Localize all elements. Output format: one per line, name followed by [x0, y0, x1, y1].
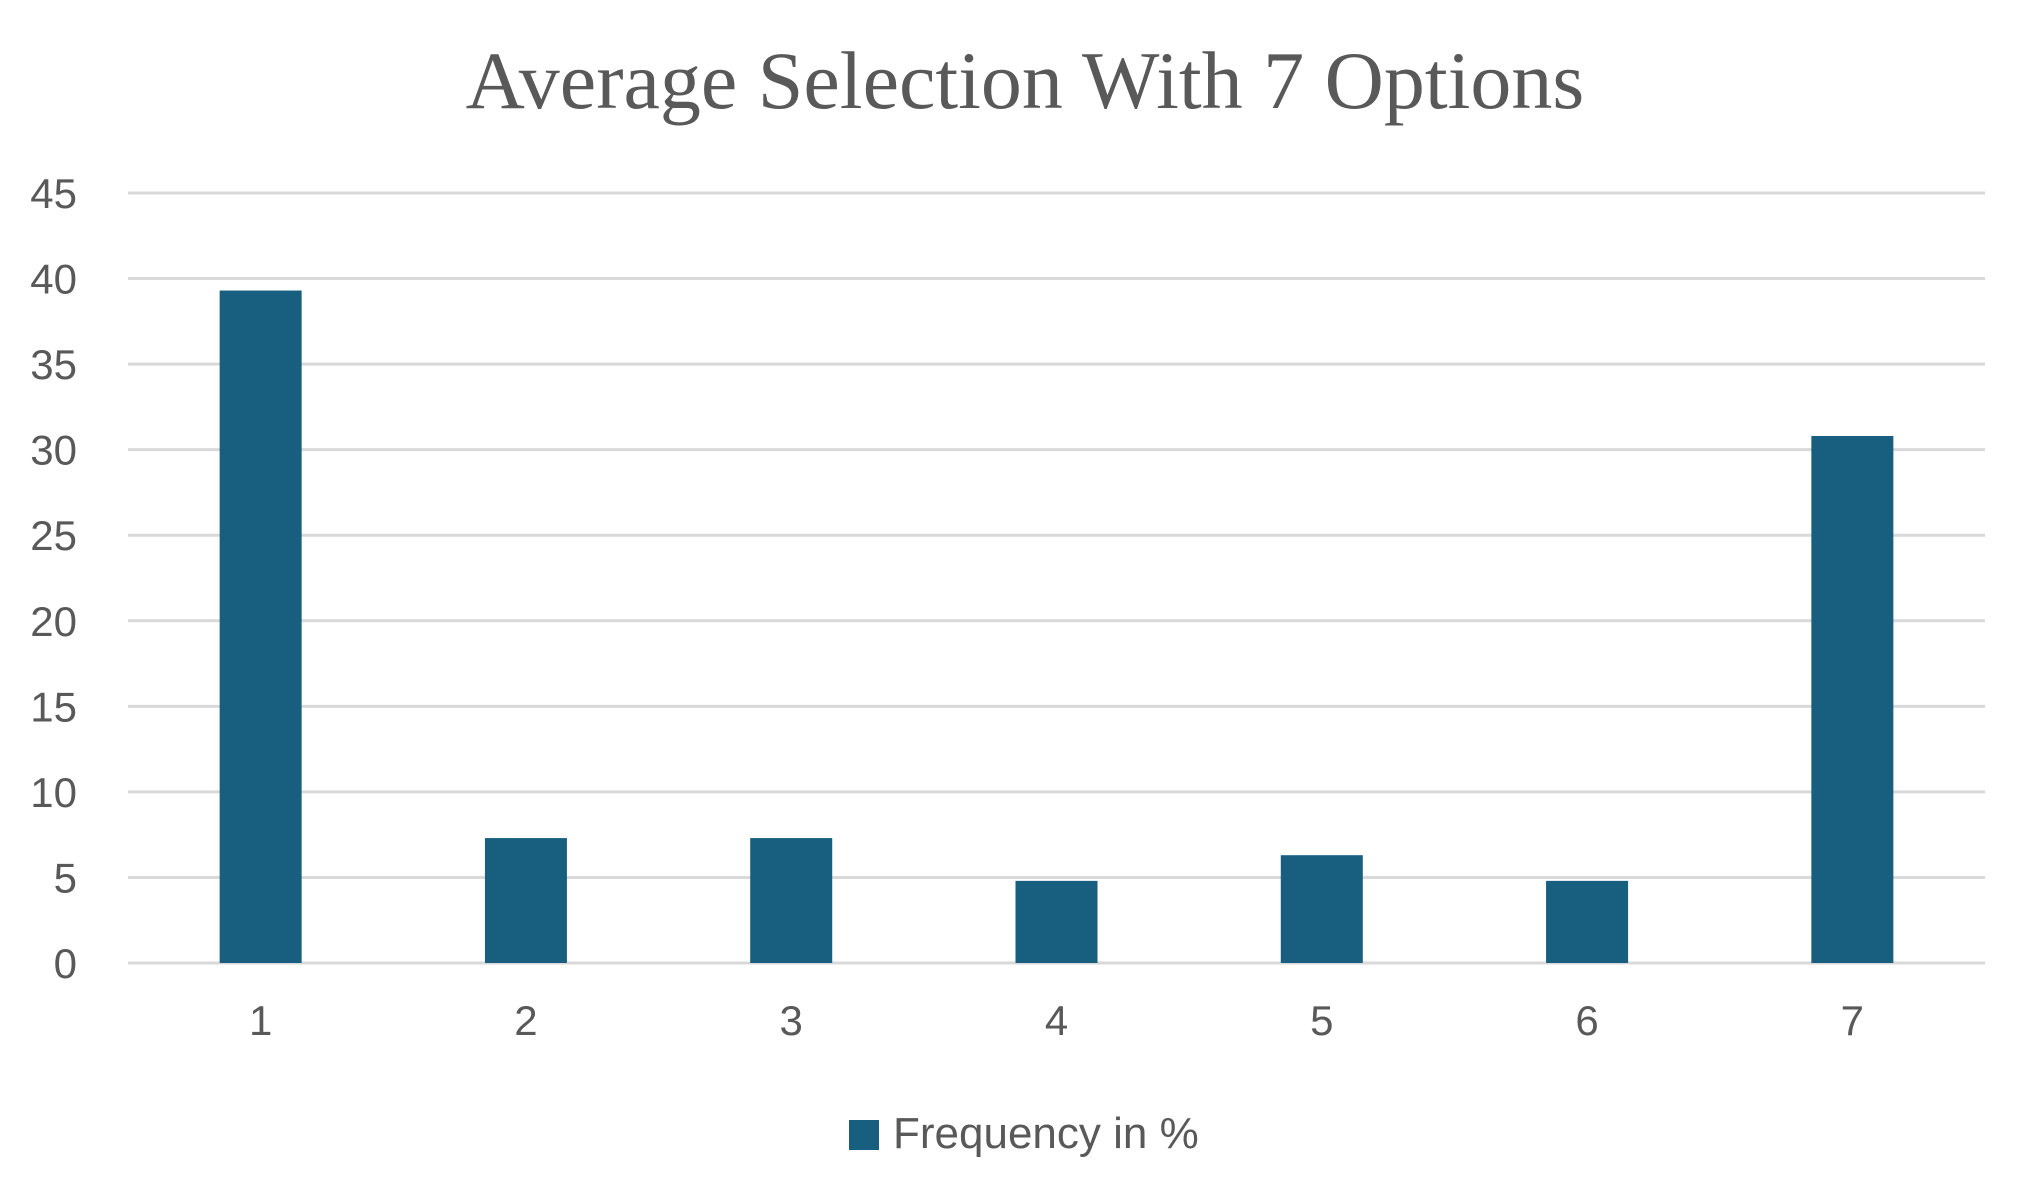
y-tick-label: 15 — [30, 683, 77, 730]
legend-label: Frequency in % — [893, 1109, 1199, 1158]
y-tick-label: 40 — [30, 256, 77, 303]
x-tick-label: 2 — [514, 997, 537, 1044]
x-tick-label: 3 — [780, 997, 803, 1044]
bar-7 — [1811, 435, 1894, 963]
bar-4 — [1015, 880, 1098, 963]
x-tick-label: 4 — [1045, 997, 1068, 1044]
y-tick-label: 25 — [30, 512, 77, 559]
legend-swatch — [849, 1120, 879, 1150]
x-axis-tick-labels: 1 2 3 4 5 6 7 — [249, 997, 1864, 1044]
bar-2 — [484, 838, 567, 963]
bar-6 — [1546, 880, 1629, 963]
y-axis-tick-labels: 0 5 10 15 20 25 30 35 40 45 — [30, 170, 77, 987]
gridlines — [128, 191, 1985, 965]
bar-3 — [750, 838, 833, 963]
bar-1 — [219, 290, 302, 963]
y-tick-label: 45 — [30, 170, 77, 217]
x-tick-label: 1 — [249, 997, 272, 1044]
chart-title: Average Selection With 7 Options — [466, 35, 1585, 126]
y-tick-label: 20 — [30, 598, 77, 645]
y-tick-label: 0 — [54, 940, 77, 987]
y-tick-label: 30 — [30, 427, 77, 474]
x-tick-label: 7 — [1841, 997, 1864, 1044]
legend: Frequency in % — [849, 1109, 1199, 1158]
x-tick-label: 5 — [1310, 997, 1333, 1044]
bars — [219, 290, 1894, 963]
bar-5 — [1280, 855, 1363, 963]
y-tick-label: 5 — [54, 854, 77, 901]
y-tick-label: 10 — [30, 769, 77, 816]
x-tick-label: 6 — [1575, 997, 1598, 1044]
y-tick-label: 35 — [30, 341, 77, 388]
